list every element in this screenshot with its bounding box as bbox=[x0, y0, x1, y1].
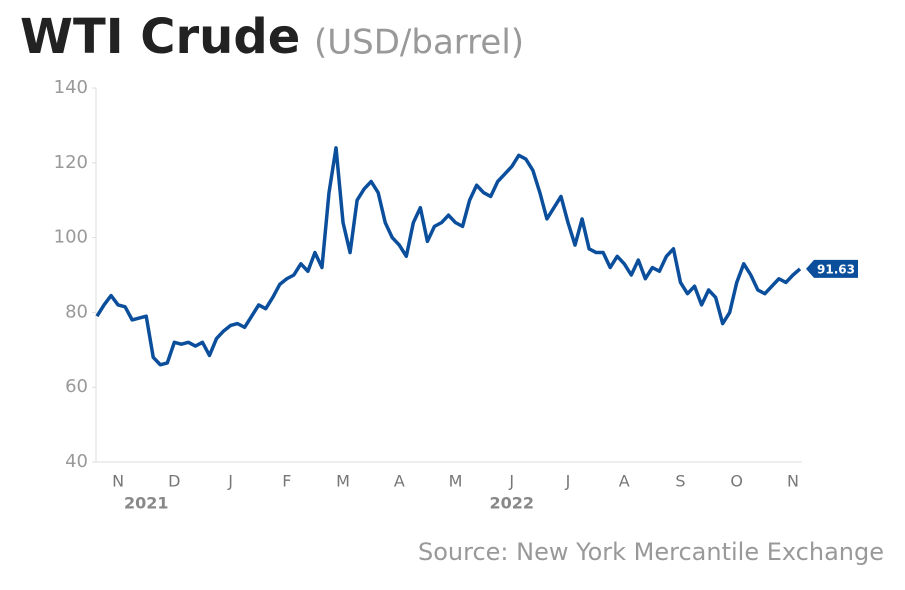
x-tick-label: A bbox=[619, 472, 630, 491]
x-tick-label: J bbox=[508, 472, 514, 491]
year-label: 2021 bbox=[124, 494, 169, 513]
x-tick-label: N bbox=[112, 472, 124, 491]
x-tick-label: N bbox=[787, 472, 799, 491]
year-label: 2022 bbox=[490, 494, 535, 513]
value-label-box bbox=[806, 259, 858, 278]
x-tick-label: F bbox=[282, 472, 291, 491]
x-tick-label: J bbox=[565, 472, 571, 491]
source-note: Source: New York Mercantile Exchange bbox=[418, 538, 884, 566]
y-tick-label: 140 bbox=[54, 77, 88, 98]
y-tick-label: 60 bbox=[65, 376, 88, 397]
chart-title: WTI Crude bbox=[20, 9, 300, 65]
y-tick-label: 80 bbox=[65, 301, 88, 322]
x-tick-label: A bbox=[394, 472, 405, 491]
x-tick-label: D bbox=[168, 472, 180, 491]
x-tick-label: M bbox=[336, 472, 350, 491]
x-tick-label: S bbox=[675, 472, 685, 491]
x-tick-label: O bbox=[730, 472, 743, 491]
chart-subtitle: (USD/barrel) bbox=[314, 23, 524, 63]
value-label: 91.63 bbox=[817, 262, 855, 276]
data-line bbox=[95, 146, 802, 367]
x-tick-label: M bbox=[449, 472, 463, 491]
y-tick-label: 100 bbox=[54, 227, 88, 248]
y-tick-label: 40 bbox=[65, 451, 88, 472]
y-tick-label: 120 bbox=[54, 152, 88, 173]
x-tick-label: J bbox=[227, 472, 233, 491]
